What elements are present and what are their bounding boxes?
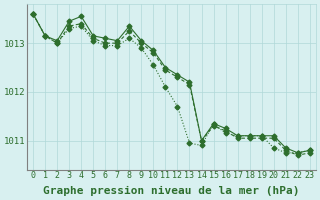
X-axis label: Graphe pression niveau de la mer (hPa): Graphe pression niveau de la mer (hPa)	[43, 186, 300, 196]
